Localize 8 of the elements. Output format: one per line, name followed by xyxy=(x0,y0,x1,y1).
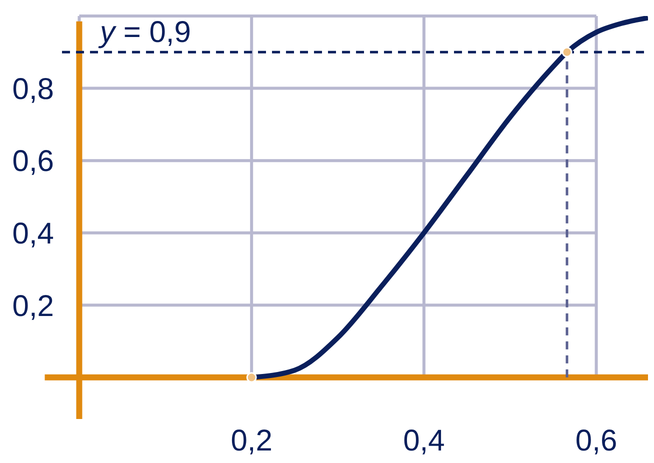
x-tick-label: 0,6 xyxy=(575,424,618,458)
ref-line-label: y = 0,9 xyxy=(98,16,191,50)
y-tick-label: 0,6 xyxy=(12,145,54,178)
y-tick-label: 0,8 xyxy=(12,72,54,106)
y-tick-label: 0,4 xyxy=(12,218,54,251)
x-tick-label: 0,2 xyxy=(230,424,272,458)
x-tick-label: 0,4 xyxy=(403,424,445,458)
y-tick-label: 0,2 xyxy=(12,290,54,323)
